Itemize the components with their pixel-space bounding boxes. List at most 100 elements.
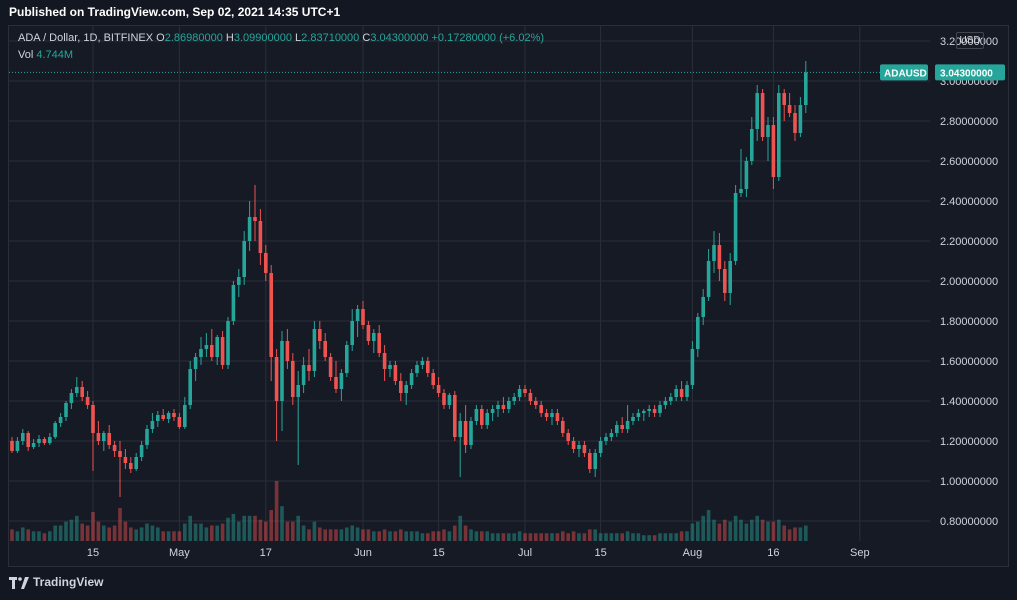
volume-bar bbox=[193, 523, 198, 541]
candle-body bbox=[485, 413, 489, 425]
top-bar: Published on TradingView.com, Sep 02, 20… bbox=[0, 0, 1017, 24]
candle-body bbox=[134, 457, 138, 469]
volume-bar bbox=[598, 533, 603, 541]
time-tick-label: Aug bbox=[683, 547, 703, 559]
volume-bar bbox=[85, 525, 90, 541]
volume-bar bbox=[701, 515, 705, 541]
volume-bar bbox=[496, 533, 500, 541]
candle-body bbox=[625, 421, 630, 429]
volume-bar bbox=[64, 521, 68, 541]
volume-bar bbox=[199, 523, 203, 541]
candle-body bbox=[609, 433, 614, 437]
candle-body bbox=[604, 437, 608, 441]
volume-bar bbox=[134, 529, 138, 541]
candle-body bbox=[652, 409, 657, 413]
candle-body bbox=[496, 405, 500, 409]
candle-body bbox=[258, 221, 263, 253]
volume-bar bbox=[247, 515, 252, 541]
candle-body bbox=[685, 385, 689, 397]
candle-body bbox=[706, 261, 711, 297]
candle-body bbox=[42, 439, 47, 443]
change-value: +0.17280000 (+6.02%) bbox=[431, 32, 545, 44]
volume-bar bbox=[733, 515, 738, 541]
volume-bar bbox=[253, 515, 257, 541]
candle-body bbox=[647, 409, 651, 411]
candle-body bbox=[166, 413, 171, 419]
candle-body bbox=[582, 445, 587, 453]
candle-body bbox=[739, 189, 743, 193]
candle-body bbox=[593, 453, 597, 469]
volume-bar bbox=[80, 523, 84, 541]
volume-bar bbox=[409, 531, 414, 541]
volume-bar bbox=[771, 521, 776, 541]
time-tick-label: May bbox=[169, 547, 190, 559]
volume-bar bbox=[625, 531, 630, 541]
time-tick-label: Jun bbox=[354, 547, 372, 559]
candle-body bbox=[355, 309, 360, 321]
price-tick-label: 1.80000000 bbox=[940, 316, 998, 328]
candle-body bbox=[755, 93, 759, 129]
volume-bar bbox=[366, 529, 371, 541]
candle-body bbox=[615, 425, 619, 433]
candle-body bbox=[150, 421, 155, 429]
volume-bar bbox=[463, 525, 468, 541]
last-price-tag: ADAUSD 3.04300000 bbox=[880, 64, 1005, 81]
candle-body bbox=[301, 365, 306, 385]
candle-body bbox=[204, 345, 209, 349]
candle-body bbox=[372, 333, 376, 341]
time-tick-label: 15 bbox=[432, 547, 444, 559]
candle-body bbox=[431, 373, 435, 385]
volume-bar bbox=[566, 533, 570, 541]
candle-body bbox=[215, 337, 219, 357]
candle-body bbox=[58, 417, 63, 423]
low-label: L bbox=[295, 32, 302, 44]
volume-bar bbox=[242, 515, 246, 541]
price-tag-value: 3.04300000 bbox=[940, 68, 993, 79]
tradingview-logo-icon bbox=[9, 576, 29, 589]
volume-bar bbox=[112, 525, 117, 541]
candle-body bbox=[312, 329, 317, 371]
volume-legend: Vol 4.744M bbox=[18, 49, 73, 61]
volume-bar bbox=[577, 533, 581, 541]
candle-body bbox=[296, 385, 300, 397]
candle-body bbox=[415, 365, 419, 373]
volume-bar bbox=[485, 531, 489, 541]
candle-body bbox=[318, 329, 322, 341]
volume-bar bbox=[10, 529, 14, 541]
volume-bar bbox=[712, 519, 716, 541]
candle-body bbox=[112, 445, 117, 451]
volume-bar bbox=[593, 529, 597, 541]
volume-bar bbox=[69, 519, 74, 541]
candle-body bbox=[339, 373, 344, 389]
candle-body bbox=[193, 357, 198, 369]
volume-bar bbox=[301, 525, 306, 541]
volume-bar bbox=[210, 525, 214, 541]
low-value: 2.83710000 bbox=[301, 32, 360, 44]
chart-frame[interactable] bbox=[8, 25, 1009, 567]
volume-bar bbox=[571, 531, 576, 541]
candle-body bbox=[442, 393, 446, 405]
tradingview-brand[interactable]: TradingView bbox=[9, 575, 103, 589]
volume-bar bbox=[318, 527, 322, 541]
currency-button[interactable]: USD bbox=[956, 32, 984, 49]
volume-bar bbox=[766, 521, 770, 541]
volume-bar bbox=[647, 535, 651, 541]
volume-bar bbox=[37, 531, 41, 541]
candle-body bbox=[550, 413, 554, 417]
price-tick-label: 1.20000000 bbox=[940, 436, 998, 448]
candle-body bbox=[409, 373, 414, 385]
candle-body bbox=[377, 333, 381, 353]
volume-bar bbox=[658, 533, 662, 541]
candle-body bbox=[264, 253, 268, 273]
candle-body bbox=[31, 443, 36, 447]
candle-body bbox=[544, 413, 549, 417]
time-axis: 15 May 17 Jun 15 Jul 15 Aug 16 Sep bbox=[87, 547, 870, 559]
volume-bar bbox=[620, 533, 624, 541]
volume-bar bbox=[431, 531, 435, 541]
volume-bar bbox=[307, 529, 311, 541]
volume-bar bbox=[490, 533, 495, 541]
volume-bar bbox=[480, 531, 484, 541]
candle-body bbox=[48, 437, 52, 443]
volume-bar bbox=[706, 510, 711, 541]
